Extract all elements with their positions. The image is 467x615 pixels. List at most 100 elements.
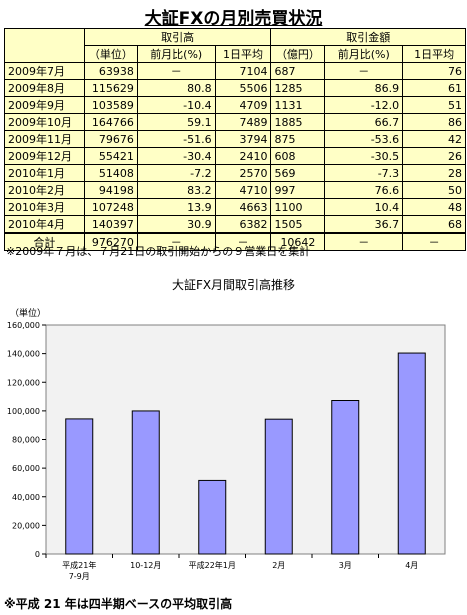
cell-volume: 164766 bbox=[83, 113, 138, 131]
volume-bar-chart: （単位） 0 20,000 40,000 60,000 80,000 100,000 120,… bbox=[7, 307, 446, 581]
table-row: 2009年11月 79676 -51.6 3794 875 -53.6 42 bbox=[4, 130, 466, 148]
cell-month: 2010年4月 bbox=[4, 215, 85, 234]
x-tick-label: 7-9月 bbox=[69, 572, 90, 581]
cell-month: 2010年3月 bbox=[4, 198, 85, 216]
cell-volume: 140397 bbox=[83, 215, 138, 234]
chart-title: 大証FX月間取引高推移 bbox=[171, 278, 296, 292]
cell-amt-avg: 26 bbox=[402, 147, 466, 165]
subheader-amount-daily-avg: 1日平均 bbox=[402, 45, 466, 63]
cell-vol-avg: 3794 bbox=[214, 130, 272, 148]
cell-vol-mom: － bbox=[136, 62, 216, 80]
cell-amt-mom: -7.3 bbox=[324, 164, 404, 182]
table-note: ※2009年７月は、７月21日の取引開始からの９営業日を集計 bbox=[6, 245, 311, 258]
cell-amount: 569 bbox=[270, 164, 326, 182]
bar bbox=[331, 400, 360, 555]
y-tick-label: 40,000 bbox=[12, 493, 40, 502]
cell-amount: 1131 bbox=[270, 96, 326, 114]
cell-amt-avg: 61 bbox=[402, 79, 466, 97]
y-tick-label: 20,000 bbox=[12, 521, 40, 530]
bar bbox=[397, 352, 426, 555]
cell-month: 2009年9月 bbox=[4, 96, 85, 114]
cell-volume: 51408 bbox=[83, 164, 138, 182]
total-volume: 976270 bbox=[83, 232, 138, 251]
header-blank bbox=[4, 28, 85, 63]
y-tick-label: 100,000 bbox=[7, 407, 40, 416]
cell-amount: 1505 bbox=[270, 215, 326, 234]
cell-volume: 63938 bbox=[83, 62, 138, 80]
bar bbox=[131, 410, 160, 555]
cell-volume: 115629 bbox=[83, 79, 138, 97]
subheader-amount-mom: 前月比(%) bbox=[324, 45, 404, 63]
cell-amt-mom: 86.9 bbox=[324, 79, 404, 97]
cell-month: 2009年10月 bbox=[4, 113, 85, 131]
cell-amt-avg: 51 bbox=[402, 96, 466, 114]
monthly-trading-table: 取引高 取引金額 （単位） 前月比(%) 1日平均 （億円） 前月比(%) 1日… bbox=[4, 28, 466, 251]
cell-vol-avg: 7489 bbox=[214, 113, 272, 131]
x-tick-label: 10-12月 bbox=[130, 561, 161, 570]
cell-vol-avg: 2410 bbox=[214, 147, 272, 165]
total-label: 合計 bbox=[4, 232, 85, 251]
x-tick-label: 平成22年1月 bbox=[189, 560, 236, 570]
cell-vol-mom: -30.4 bbox=[136, 147, 216, 165]
total-amt-mom: － bbox=[324, 232, 404, 251]
cell-vol-mom: -10.4 bbox=[136, 96, 216, 114]
total-amt-avg: － bbox=[402, 232, 466, 251]
cell-vol-mom: -7.2 bbox=[136, 164, 216, 182]
cell-month: 2009年8月 bbox=[4, 79, 85, 97]
cell-amount: 997 bbox=[270, 181, 326, 199]
cell-month: 2009年12月 bbox=[4, 147, 85, 165]
cell-amount: 875 bbox=[270, 130, 326, 148]
cell-vol-avg: 4709 bbox=[214, 96, 272, 114]
table-row: 2010年3月 107248 13.9 4663 1100 10.4 48 bbox=[4, 198, 466, 216]
chart-footnote: ※平成 21 年は四半期ベースの平均取引高 bbox=[4, 597, 233, 611]
cell-amt-avg: 76 bbox=[402, 62, 466, 80]
y-tick-label: 140,000 bbox=[7, 350, 40, 359]
cell-amt-avg: 28 bbox=[402, 164, 466, 182]
cell-amt-avg: 48 bbox=[402, 198, 466, 216]
subheader-oku-yen: （億円） bbox=[270, 45, 326, 63]
cell-vol-mom: 83.2 bbox=[136, 181, 216, 199]
cell-amt-mom: － bbox=[324, 62, 404, 80]
cell-vol-mom: 80.8 bbox=[136, 79, 216, 97]
table-header-row: 取引高 取引金額 bbox=[4, 28, 466, 63]
bar bbox=[264, 418, 293, 555]
cell-amt-mom: -30.5 bbox=[324, 147, 404, 165]
subheader-unit: （単位） bbox=[83, 45, 138, 63]
y-tick-label: 80,000 bbox=[12, 436, 40, 445]
cell-vol-mom: 30.9 bbox=[136, 215, 216, 234]
table-row: 2009年10月 164766 59.1 7489 1885 66.7 86 bbox=[4, 113, 466, 131]
x-tick-label: 2月 bbox=[272, 561, 285, 570]
bar bbox=[65, 418, 94, 555]
cell-vol-avg: 4710 bbox=[214, 181, 272, 199]
page-title: 大証FXの月別売買状況 bbox=[144, 9, 323, 29]
x-tick-label: 平成21年 bbox=[62, 560, 96, 570]
cell-vol-mom: 59.1 bbox=[136, 113, 216, 131]
cell-vol-avg: 7104 bbox=[214, 62, 272, 80]
cell-amount: 608 bbox=[270, 147, 326, 165]
cell-amt-avg: 42 bbox=[402, 130, 466, 148]
cell-amount: 1885 bbox=[270, 113, 326, 131]
cell-vol-avg: 4663 bbox=[214, 198, 272, 216]
y-axis-unit-label: （単位） bbox=[10, 307, 46, 319]
table-row: 2009年9月 103589 -10.4 4709 1131 -12.0 51 bbox=[4, 96, 466, 114]
cell-vol-avg: 6382 bbox=[214, 215, 272, 234]
table-total-row: 合計 976270 － － 10642 － － bbox=[4, 232, 466, 251]
cell-volume: 103589 bbox=[83, 96, 138, 114]
cell-vol-avg: 2570 bbox=[214, 164, 272, 182]
cell-month: 2009年11月 bbox=[4, 130, 85, 148]
plot-area bbox=[45, 324, 446, 555]
cell-month: 2010年1月 bbox=[4, 164, 85, 182]
total-amount: 10642 bbox=[270, 232, 326, 251]
y-tick-label: 60,000 bbox=[12, 464, 40, 473]
table-row: 2009年8月 115629 80.8 5506 1285 86.9 61 bbox=[4, 79, 466, 97]
table-row: 2010年1月 51408 -7.2 2570 569 -7.3 28 bbox=[4, 164, 466, 182]
cell-amt-mom: 36.7 bbox=[324, 215, 404, 234]
table-row: 2009年12月 55421 -30.4 2410 608 -30.5 26 bbox=[4, 147, 466, 165]
table-row: 2010年2月 94198 83.2 4710 997 76.6 50 bbox=[4, 181, 466, 199]
subheader-mom: 前月比(%) bbox=[136, 45, 216, 63]
cell-amt-avg: 50 bbox=[402, 181, 466, 199]
cell-amt-mom: 76.6 bbox=[324, 181, 404, 199]
cell-amount: 687 bbox=[270, 62, 326, 80]
cell-amt-mom: -53.6 bbox=[324, 130, 404, 148]
cell-month: 2009年7月 bbox=[4, 62, 85, 80]
